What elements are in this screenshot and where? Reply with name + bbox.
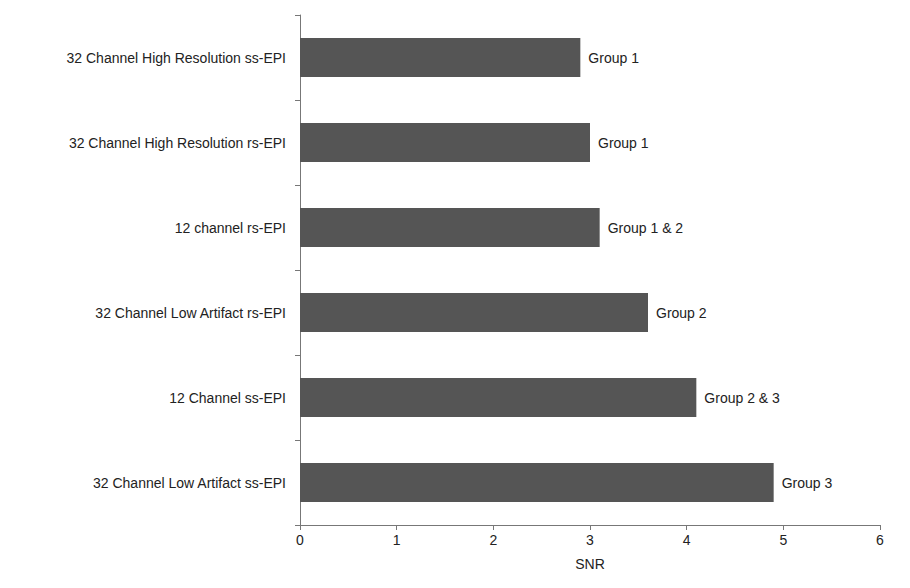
svg-text:0: 0	[296, 532, 304, 548]
svg-text:32 Channel High Resolution ss-: 32 Channel High Resolution ss-EPI	[67, 50, 286, 66]
svg-text:SNR: SNR	[575, 556, 605, 572]
svg-text:32 Channel Low Artifact ss-EPI: 32 Channel Low Artifact ss-EPI	[93, 475, 286, 491]
svg-text:12 channel rs-EPI: 12 channel rs-EPI	[175, 220, 286, 236]
svg-text:2: 2	[489, 532, 497, 548]
svg-text:Group 1 & 2: Group 1 & 2	[608, 220, 684, 236]
svg-text:32 Channel High Resolution rs-: 32 Channel High Resolution rs-EPI	[69, 135, 286, 151]
svg-text:32 Channel Low Artifact rs-EPI: 32 Channel Low Artifact rs-EPI	[95, 305, 286, 321]
svg-text:Group 3: Group 3	[782, 475, 833, 491]
svg-text:Group 2: Group 2	[656, 305, 707, 321]
svg-text:5: 5	[779, 532, 787, 548]
svg-text:6: 6	[876, 532, 884, 548]
svg-text:Group 2 & 3: Group 2 & 3	[704, 390, 780, 406]
svg-text:3: 3	[586, 532, 594, 548]
svg-text:Group 1: Group 1	[588, 50, 639, 66]
svg-text:1: 1	[393, 532, 401, 548]
svg-text:12 Channel ss-EPI: 12 Channel ss-EPI	[169, 390, 286, 406]
svg-text:Group 1: Group 1	[598, 135, 649, 151]
svg-text:4: 4	[683, 532, 691, 548]
